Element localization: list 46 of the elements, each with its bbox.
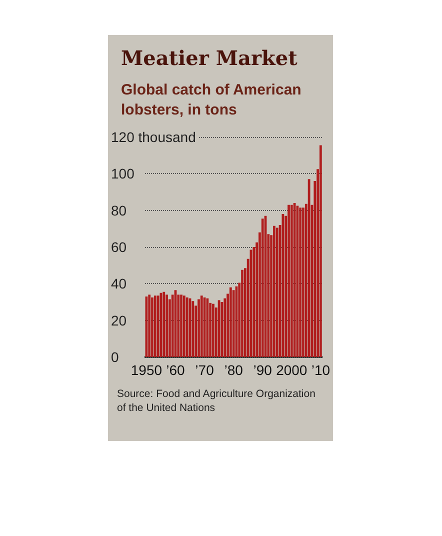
bar	[183, 296, 186, 357]
bar	[200, 296, 203, 357]
bar	[290, 204, 293, 357]
chart-title: Meatier Market	[121, 46, 298, 70]
bar	[241, 270, 244, 357]
bar	[302, 208, 304, 357]
bar	[162, 292, 166, 357]
bar	[192, 301, 194, 357]
x-tick-label: ’60	[166, 362, 186, 378]
bar	[282, 214, 284, 357]
bar	[229, 287, 232, 357]
x-tick-label: ’90	[253, 362, 272, 378]
bar	[209, 302, 212, 357]
y-tick-label: 60	[111, 239, 127, 255]
bar	[206, 298, 209, 357]
bar	[288, 204, 290, 357]
bar	[151, 297, 154, 357]
bar	[154, 296, 156, 357]
y-tick-label: 120 thousand	[111, 129, 196, 145]
bar	[261, 218, 264, 357]
bar	[276, 228, 278, 357]
y-tick-label: 80	[111, 202, 127, 218]
bar	[148, 294, 151, 357]
bar	[299, 208, 302, 357]
y-tick-label: 100	[111, 166, 135, 182]
bar	[273, 226, 276, 357]
y-tick-label: 20	[111, 312, 127, 328]
x-tick-label: ’80	[224, 362, 244, 378]
bar	[166, 294, 168, 357]
bar	[156, 296, 160, 357]
bar	[198, 299, 200, 357]
source-note: Source: Food and Agriculture Organization of the United Nations	[117, 388, 316, 414]
x-tick-label: ’70	[195, 362, 214, 378]
x-tick-label: 1950	[130, 362, 162, 378]
bar	[186, 297, 188, 357]
x-tick-label: 2000	[276, 362, 308, 378]
y-tick-label: 40	[111, 276, 127, 292]
bar	[319, 145, 322, 357]
bar	[212, 304, 214, 357]
bar	[224, 298, 226, 357]
x-tick-label: ’10	[311, 362, 330, 378]
y-tick-label: 0	[111, 349, 119, 365]
bar	[180, 294, 182, 357]
bar	[308, 179, 310, 357]
chart-subtitle: Global catch of American lobsters, in tons	[121, 82, 306, 118]
bar	[232, 290, 235, 357]
